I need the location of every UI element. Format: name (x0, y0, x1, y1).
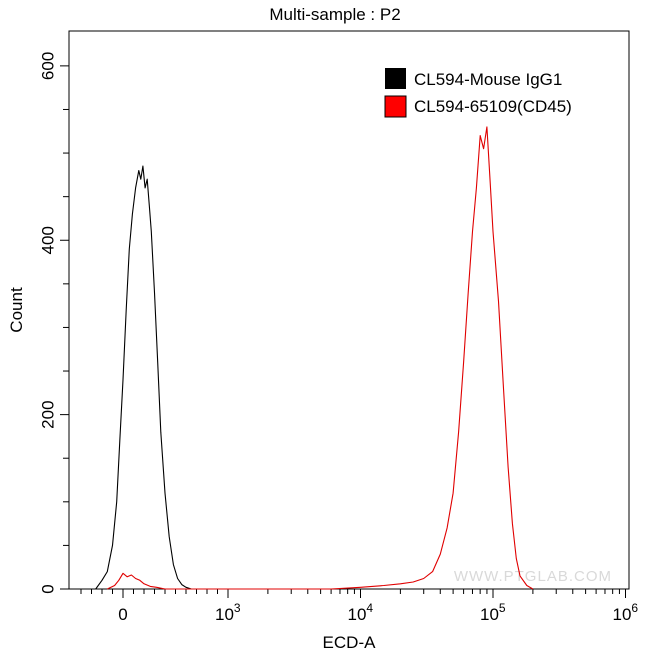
x-tick-label: 103 (215, 601, 241, 624)
watermark: WWW.PTGLAB.COM (454, 568, 612, 585)
legend-label-igg1: CL594-Mouse IgG1 (414, 70, 562, 89)
plot-frame (68, 30, 630, 590)
x-tick-label: 104 (348, 601, 374, 624)
legend: CL594-Mouse IgG1 CL594-65109(CD45) (384, 68, 572, 118)
y-tick-label: 200 (38, 400, 57, 428)
series-line-cd45 (107, 126, 534, 590)
legend-swatch-cd45 (384, 95, 407, 118)
legend-swatch-igg1 (385, 68, 406, 89)
series-layer (95, 126, 534, 590)
x-tick-label: 0 (118, 605, 127, 624)
y-tick-label: 0 (38, 584, 57, 593)
chart-title: Multi-sample : P2 (269, 5, 400, 24)
y-tick-label: 600 (38, 52, 57, 80)
x-axis: 0 103 104 105 106 (80, 589, 639, 624)
y-axis-label: Count (7, 287, 26, 333)
x-axis-label: ECD-A (323, 633, 377, 652)
y-axis: 0 200 400 600 (38, 52, 69, 594)
x-tick-label: 105 (480, 601, 506, 624)
series-line-igg1 (95, 165, 192, 590)
legend-label-cd45: CL594-65109(CD45) (414, 97, 572, 116)
y-tick-label: 400 (38, 226, 57, 254)
x-tick-label: 106 (613, 601, 639, 624)
